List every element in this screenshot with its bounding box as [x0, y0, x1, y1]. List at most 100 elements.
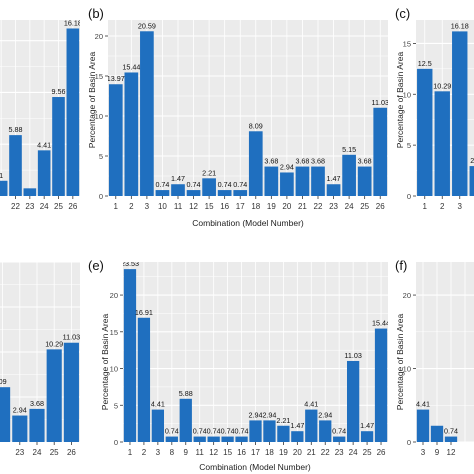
data-label-e-18: 15.44: [372, 319, 390, 328]
bar-e-17: [360, 431, 374, 442]
data-label-b-12: 3.68: [295, 157, 309, 166]
x-tick-label-b-7: 16: [220, 202, 229, 211]
bar-b-1: [124, 72, 139, 196]
x-tick-label-c-0: 1: [423, 202, 428, 211]
bar-e-12: [291, 431, 304, 442]
bar-b-15: [342, 154, 356, 196]
bar-b-17: [373, 107, 388, 196]
bar-b-7: [217, 190, 232, 196]
x-axis-title-b: Combination (Model Number): [192, 218, 304, 228]
y-tick-label-f-2: 20: [403, 291, 411, 300]
y-tick-label-b-0: 0: [99, 192, 103, 201]
chart-panel-c: 12.5 10.29 16.18 2.94 1 2 3 0 5 10 15 (c) Percentage…: [395, 6, 474, 211]
y-tick-label-b-2: 10: [95, 112, 103, 121]
data-label-e-1: 16.91: [135, 308, 153, 317]
bar-a-2: [37, 150, 51, 196]
bar-a-lead: [0, 180, 8, 196]
bar-b-2: [140, 31, 154, 196]
bar-a-0: [9, 135, 22, 196]
y-tick-label-c-2: 10: [403, 90, 411, 99]
bar-e-14: [319, 420, 332, 442]
panel-label-e: (e): [88, 258, 104, 273]
y-tick-label-e-3: 15: [110, 328, 118, 337]
bar-e-5: [193, 436, 206, 442]
bar-e-8: [235, 436, 248, 442]
data-label-e-0: 23.53: [121, 259, 139, 268]
data-label-e-14: 2.94: [318, 410, 332, 419]
x-tick-label-a-2: 24: [40, 202, 49, 211]
data-label-d-0: 2.94: [13, 406, 27, 415]
bar-e-15: [333, 436, 346, 442]
data-label-a-3: 9.56: [52, 87, 66, 96]
data-label-b-15: 5.15: [342, 145, 356, 154]
bar-d-0: [12, 415, 28, 442]
panel-label-b: (b): [88, 6, 104, 21]
bar-a-4: [66, 28, 80, 196]
x-tick-label-b-4: 11: [174, 202, 183, 211]
data-label-e-11: 2.21: [276, 416, 290, 425]
data-label-c-1: 10.29: [433, 81, 451, 90]
data-label-b-4: 1.47: [171, 174, 185, 183]
data-label-c-3: 2.94: [470, 156, 474, 165]
x-tick-label-a-4: 26: [68, 202, 77, 211]
data-label-b-13: 3.68: [311, 157, 325, 166]
bar-a-1: [23, 188, 37, 196]
bar-b-9: [248, 131, 263, 196]
y-tick-label-b-4: 20: [95, 32, 103, 41]
data-label-b-17: 11.03: [371, 98, 388, 107]
x-tick-label-e-16: 24: [349, 448, 358, 457]
data-label-b-9: 8.09: [249, 121, 263, 130]
x-tick-label-e-5: 11: [196, 448, 205, 457]
bar-d-2: [46, 349, 62, 442]
bar-b-12: [295, 166, 310, 196]
data-label-b-1: 15.44: [122, 62, 140, 71]
x-tick-label-f-2: 12: [447, 448, 456, 457]
data-label-e-3: 0.74: [165, 427, 179, 436]
x-tick-label-b-12: 21: [298, 202, 307, 211]
bar-e-3: [165, 436, 178, 442]
bar-f-2: [444, 436, 458, 442]
x-tick-label-c-2: 3: [458, 202, 463, 211]
y-tick-label-c-3: 15: [403, 39, 411, 48]
bar-e-11: [277, 425, 290, 442]
bar-e-16: [346, 360, 360, 442]
bar-c-3: [469, 166, 474, 196]
bar-e-6: [207, 436, 220, 442]
bar-b-16: [357, 166, 372, 196]
data-label-b-0: 13.97: [107, 74, 125, 83]
y-axis-title-e: Percentage of Basin Area: [100, 314, 110, 411]
data-label-b-11: 2.94: [280, 162, 294, 171]
bar-e-10: [263, 420, 276, 442]
y-tick-label-b-1: 5: [99, 152, 103, 161]
x-tick-label-f-1: 9: [435, 448, 440, 457]
x-tick-label-f-0: 3: [421, 448, 426, 457]
data-label-d-3: 11.03: [63, 333, 80, 342]
bar-e-2: [151, 409, 165, 442]
data-label-e-10: 2.94: [262, 410, 276, 419]
data-label-e-2: 4.41: [151, 400, 165, 409]
x-tick-label-b-16: 25: [360, 202, 369, 211]
bar-e-9: [249, 420, 262, 442]
data-label-b-8: 0.74: [233, 180, 247, 189]
bar-b-14: [326, 184, 341, 196]
x-tick-label-d-1: 24: [33, 448, 42, 457]
data-label-e-12: 1.47: [290, 421, 304, 430]
x-tick-label-b-10: 19: [267, 202, 276, 211]
data-label-d-lead: 09: [0, 377, 7, 386]
bar-d-3: [63, 342, 79, 442]
y-tick-label-b-3: 15: [95, 72, 103, 81]
x-tick-label-b-0: 1: [114, 202, 119, 211]
x-tick-label-b-11: 20: [282, 202, 291, 211]
data-label-c-2: 16.18: [451, 21, 469, 30]
bar-e-1: [137, 317, 151, 442]
y-tick-label-f-0: 0: [407, 438, 411, 447]
x-tick-label-e-1: 2: [142, 448, 147, 457]
bar-c-1: [434, 91, 450, 196]
bar-b-4: [171, 184, 185, 196]
x-tick-label-e-12: 20: [293, 448, 302, 457]
x-tick-label-e-2: 3: [156, 448, 161, 457]
x-tick-label-b-5: 12: [189, 202, 198, 211]
